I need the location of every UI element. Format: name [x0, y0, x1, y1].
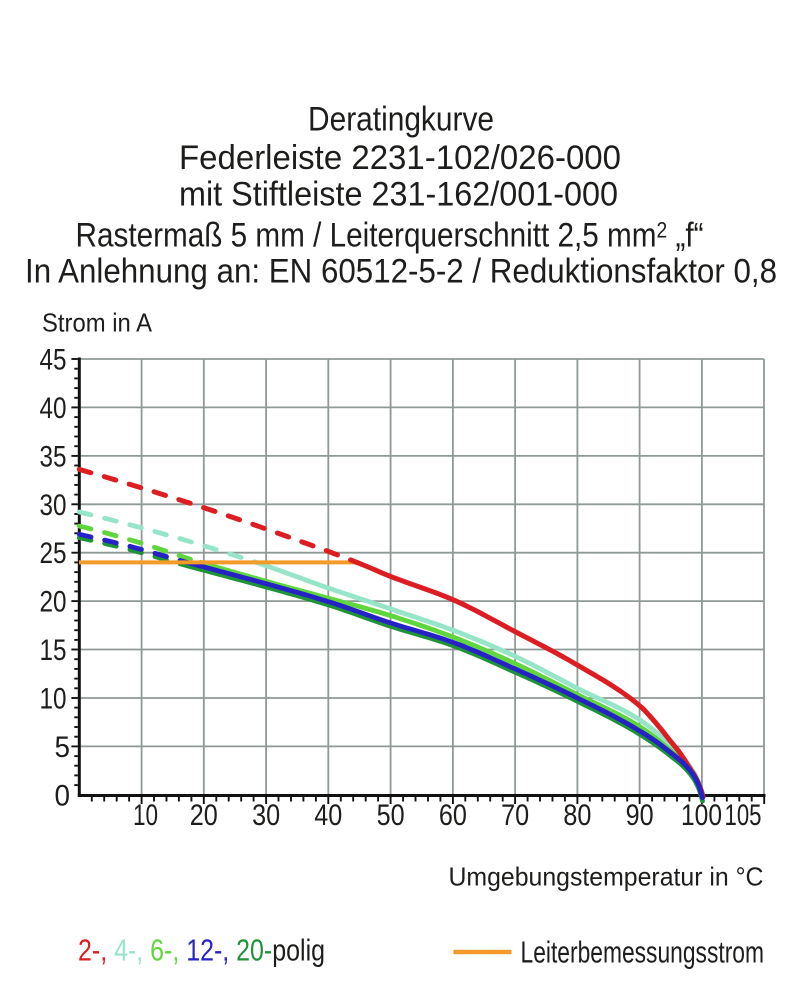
svg-text:105: 105 [725, 799, 762, 832]
svg-text:45: 45 [40, 344, 67, 377]
svg-text:50: 50 [377, 799, 405, 832]
svg-text:Leiterbemessungsstrom: Leiterbemessungsstrom [521, 935, 765, 970]
svg-text:30: 30 [40, 489, 67, 522]
svg-text:35: 35 [40, 440, 67, 473]
svg-text:Federleiste 2231-102/026-000: Federleiste 2231-102/026-000 [179, 139, 621, 177]
svg-text:20: 20 [40, 586, 67, 619]
svg-text:In Anlehnung an: EN 60512-5-2: In Anlehnung an: EN 60512-5-2 / Reduktio… [25, 253, 777, 291]
svg-text:80: 80 [563, 799, 591, 832]
svg-text:40: 40 [40, 392, 67, 425]
svg-text:Deratingkurve: Deratingkurve [308, 101, 494, 139]
svg-text:10: 10 [133, 799, 158, 832]
svg-text:30: 30 [252, 799, 280, 832]
svg-text:70: 70 [501, 799, 529, 832]
svg-text:5: 5 [55, 731, 71, 764]
svg-text:25: 25 [40, 537, 67, 570]
svg-text:20: 20 [190, 799, 218, 832]
svg-text:Strom in A: Strom in A [42, 308, 153, 338]
svg-text:15: 15 [40, 634, 67, 667]
svg-text:90: 90 [626, 799, 654, 832]
svg-text:100: 100 [681, 799, 722, 832]
svg-text:Rastermaß 5 mm / Leiterquersch: Rastermaß 5 mm / Leiterquerschnitt 2,5 m… [76, 217, 704, 255]
svg-text:10: 10 [40, 683, 67, 716]
svg-text:0: 0 [55, 779, 71, 812]
svg-text:mit Stiftleiste 231-162/001-00: mit Stiftleiste 231-162/001-000 [179, 176, 618, 214]
svg-text:60: 60 [439, 799, 467, 832]
svg-text:2-, 4-, 6-, 12-, 20-polig: 2-, 4-, 6-, 12-, 20-polig [78, 933, 325, 968]
svg-text:40: 40 [314, 799, 342, 832]
svg-text:Umgebungstemperatur in °C: Umgebungstemperatur in °C [449, 862, 764, 892]
